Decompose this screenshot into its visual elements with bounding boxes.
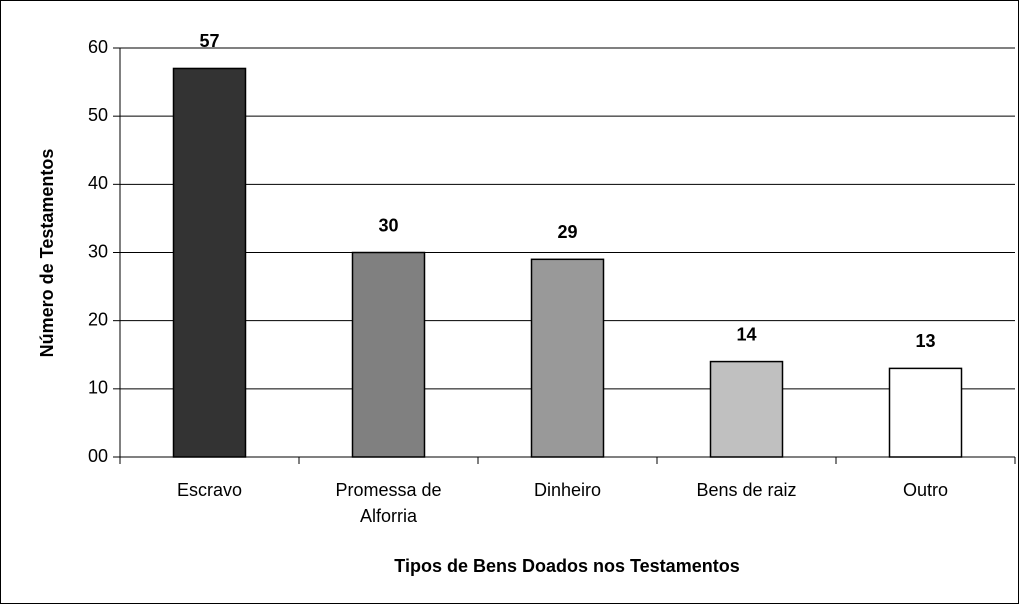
x-tick-label: Promessa de Alforria [335,480,442,526]
x-tick-label: Escravo [176,480,243,500]
x-axis-title: Tipos de Bens Doados nos Testamentos [394,556,739,576]
y-tick-label: 40 [88,173,108,193]
y-axis-title: Número de Testamentos [37,149,57,358]
x-tick-label: Dinheiro [533,480,602,500]
y-tick-label: 30 [88,241,108,261]
y-tick-label: 20 [88,309,108,329]
data-label: 14 [736,324,756,344]
bar [888,367,963,458]
y-tick-label: 10 [88,378,108,398]
data-label: 29 [557,222,577,242]
bar [172,67,247,458]
data-label: 13 [915,331,935,351]
y-tick-label: 60 [88,37,108,57]
data-label: 30 [378,215,398,235]
bar [709,360,784,458]
y-tick-label: 00 [88,446,108,466]
bar [351,251,426,458]
bar [530,258,605,458]
x-tick-label: Outro [902,480,949,500]
x-tick-label: Bens de raiz [696,480,797,500]
y-tick-label: 50 [88,105,108,125]
data-label: 57 [199,31,219,51]
